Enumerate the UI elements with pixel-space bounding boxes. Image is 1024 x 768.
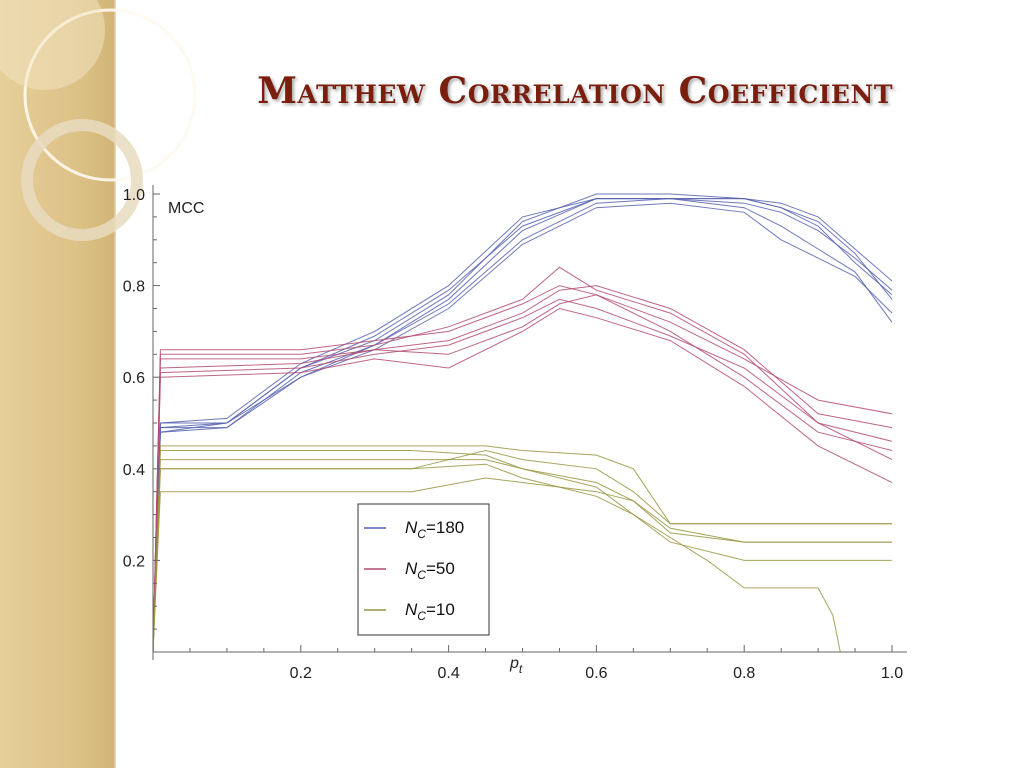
x-axis-title-main: p <box>509 655 519 672</box>
series-line-n-c-180-3 <box>152 198 893 653</box>
series-line-n-c-10-2 <box>152 450 892 653</box>
axes-layer <box>152 185 907 660</box>
deco-circle-large-fill <box>0 0 105 90</box>
x-axis-title-sub: t <box>519 662 523 676</box>
deco-circle-large <box>23 8 197 182</box>
y-tick-label: 0.2 <box>123 553 145 570</box>
series-line-n-c-10-6 <box>152 449 892 653</box>
series-line-n-c-10-3 <box>152 459 892 653</box>
series-line-n-c-50-2 <box>152 285 893 653</box>
x-tick-label: 1.0 <box>881 665 903 682</box>
x-tick-label: 0.6 <box>585 665 607 682</box>
series-line-n-c-10-5 <box>152 477 892 653</box>
legend-label-nc10: NC=10 <box>405 600 455 623</box>
y-tick-label: 0.8 <box>123 279 145 296</box>
deco-circle-small <box>21 119 143 241</box>
series-line-n-c-50-5 <box>152 266 893 653</box>
legend: NC=180 NC=50 NC=10 <box>357 503 490 636</box>
series-line-n-c-50-6 <box>152 298 893 653</box>
series-line-n-c-10-1 <box>152 445 892 653</box>
slide-title: Matthew Correlation Coefficient <box>257 70 893 112</box>
series-line-n-c-50-3 <box>152 294 893 653</box>
x-axis-title: pt <box>509 655 523 676</box>
ticks-layer: 0.2 0.4 0.6 0.8 1.0 0.2 0.4 0.6 0.8 1.0 <box>123 187 903 682</box>
y-axis-title: MCC <box>168 200 204 217</box>
y-tick-label: 0.6 <box>123 370 145 387</box>
series-line-n-c-180-2 <box>152 193 893 653</box>
sidebar-edge <box>113 0 116 768</box>
series-line-n-c-180-6 <box>152 202 893 653</box>
y-tick-label: 0.4 <box>123 462 145 479</box>
series-layer <box>152 193 893 653</box>
legend-label-nc50: NC=50 <box>405 559 455 582</box>
decorative-circles <box>0 0 197 241</box>
series-line-n-c-180-4 <box>152 198 893 653</box>
series-line-n-c-180-5 <box>152 198 893 653</box>
x-tick-label: 0.4 <box>437 665 459 682</box>
series-line-n-c-10-4 <box>152 463 892 653</box>
legend-label-nc180: NC=180 <box>405 518 464 541</box>
series-line-n-c-50-4 <box>152 307 893 653</box>
x-tick-label: 0.2 <box>290 665 312 682</box>
y-tick-label: 1.0 <box>123 187 145 204</box>
series-line-n-c-180-1 <box>152 198 893 653</box>
x-tick-label: 0.8 <box>733 665 755 682</box>
